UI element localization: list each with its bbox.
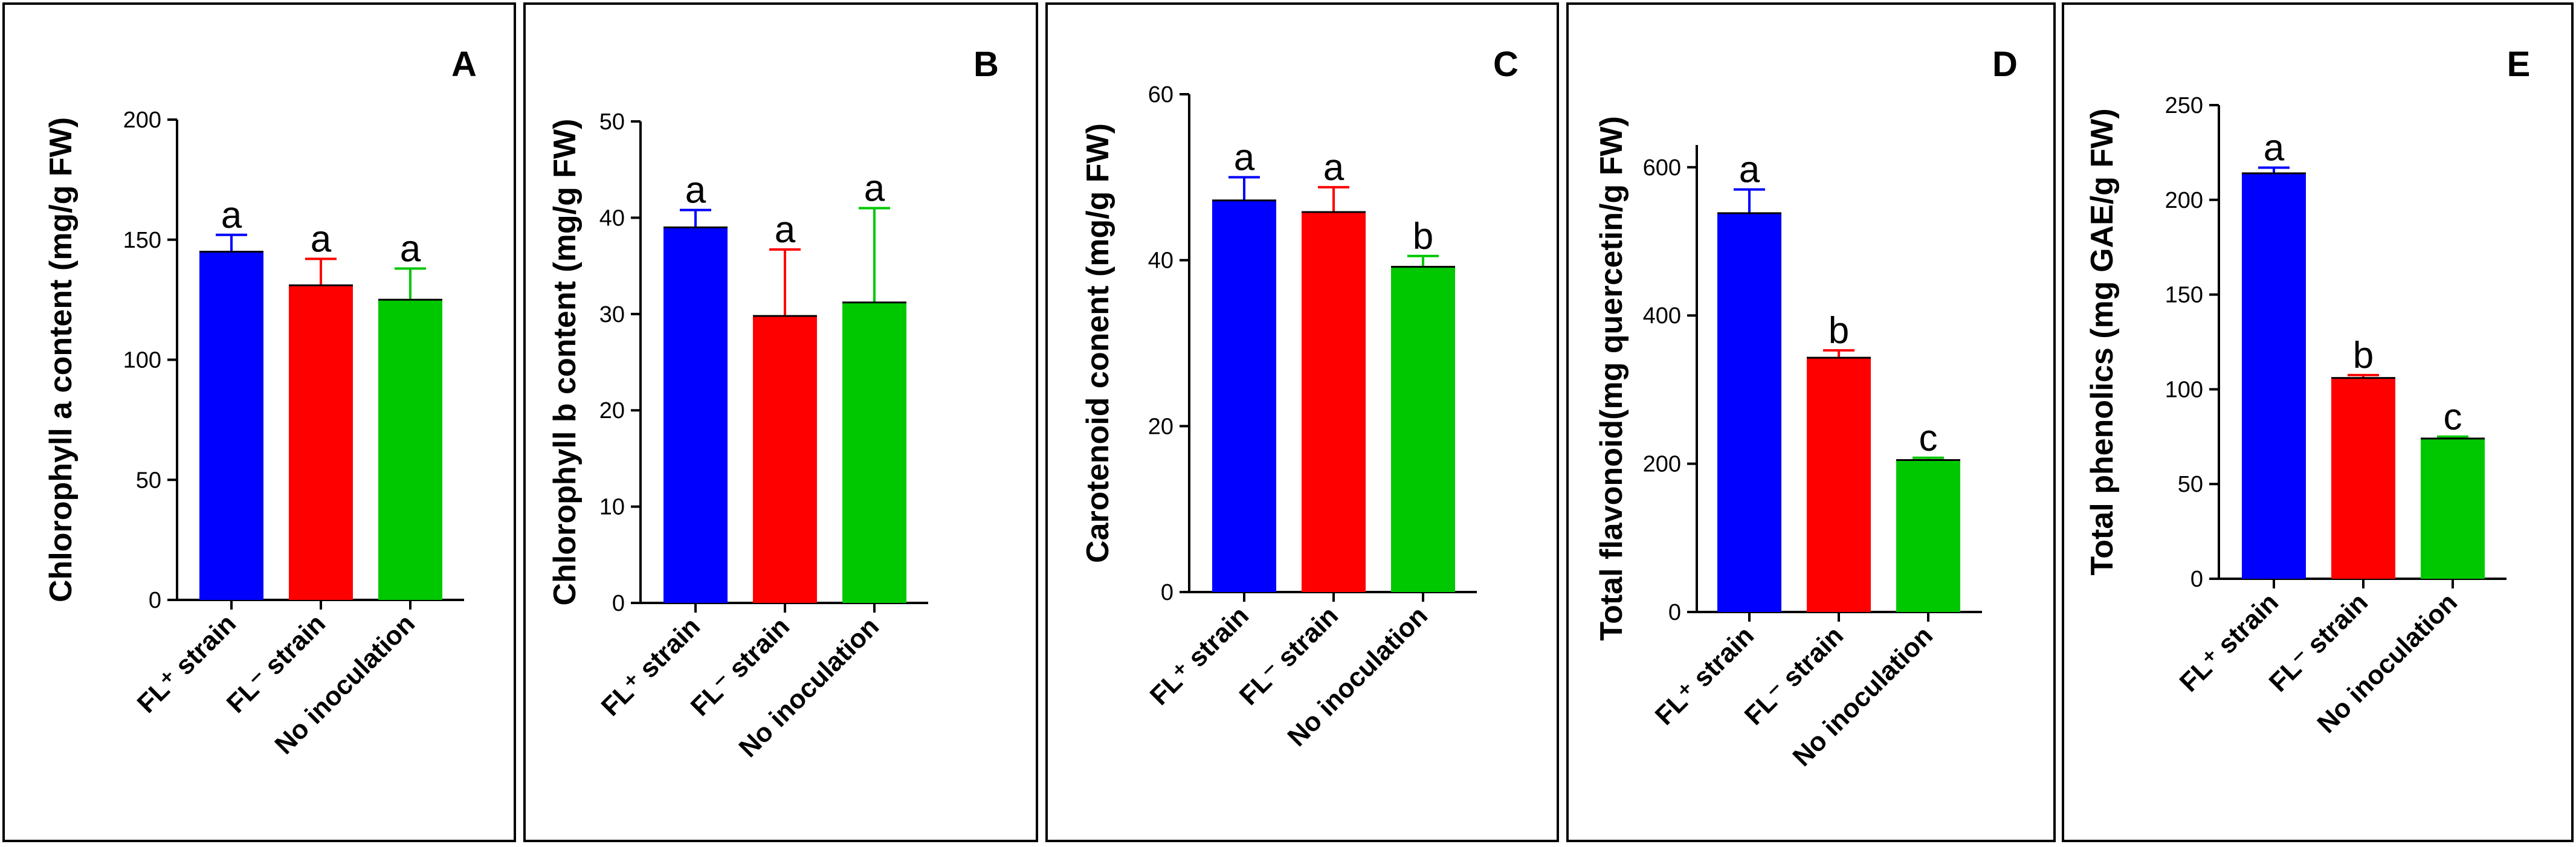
bar: [378, 300, 442, 600]
significance-letter: b: [1829, 310, 1849, 352]
bar: [2331, 378, 2395, 579]
significance-letter: a: [311, 219, 332, 260]
y-tick-label: 40: [1148, 248, 1173, 274]
significance-letter: a: [864, 167, 885, 209]
y-tick-label: 600: [1643, 155, 1681, 181]
panel-letter: B: [973, 45, 999, 84]
y-tick-label: 0: [149, 588, 161, 613]
y-tick-label: 20: [599, 398, 625, 424]
significance-letter: a: [1739, 149, 1760, 191]
y-tick-label: 50: [599, 109, 625, 135]
bar: [2242, 173, 2306, 579]
y-tick-label: 40: [599, 205, 625, 231]
y-tick-label: 150: [2165, 283, 2203, 308]
panel-letter: C: [1493, 45, 1519, 84]
y-tick-label: 50: [136, 468, 161, 493]
significance-letter: a: [1323, 147, 1344, 188]
chart-svg: E 0 50 100 150 200 250 Total phenolics (mg GAE/…: [2085, 45, 2531, 739]
chart-svg: D 0 200 400 600 Total flavonoid(mg quercetin/…: [1594, 45, 2018, 772]
y-tick-label: 200: [123, 108, 161, 133]
y-tick-label: 100: [2165, 377, 2203, 402]
y-tick-label: 150: [123, 228, 161, 253]
y-axis-label: Chlorophyll b content (mg/g FW): [547, 119, 583, 606]
bar: [289, 285, 353, 600]
chart-svg: A 0 50 100 150 200 Chlorophyll a content (mg/g…: [44, 45, 477, 760]
significance-letter: a: [221, 195, 242, 236]
y-tick-label: 30: [599, 302, 625, 327]
bar: [1391, 266, 1455, 592]
y-tick-label: 10: [599, 495, 625, 520]
bar: [1717, 213, 1781, 612]
significance-letter: a: [400, 228, 421, 269]
significance-letter: a: [775, 209, 796, 251]
bar: [1212, 200, 1276, 593]
y-tick-label: 60: [1148, 82, 1173, 108]
y-tick-label: 200: [1643, 452, 1681, 477]
bar: [199, 251, 263, 600]
bar: [663, 227, 728, 604]
bar: [842, 302, 906, 603]
significance-letter: c: [1919, 417, 1938, 459]
y-tick-label: 0: [2190, 567, 2203, 592]
y-tick-label: 0: [612, 591, 625, 616]
bar: [1302, 212, 1366, 593]
chart-svg: B 0 10 20 30 40 50 Chlorophyll b content (mg/g …: [547, 45, 999, 763]
y-axis-label: Total flavonoid(mg quercetin/g FW): [1594, 116, 1629, 641]
bar: [753, 315, 817, 603]
panel-letter: A: [451, 45, 477, 84]
bar: [1896, 460, 1960, 612]
panel-a: A 0 50 100 150 200 Chlorophyll a content (mg/g…: [2, 2, 516, 842]
panel-letter: E: [2507, 45, 2531, 84]
bar: [2421, 438, 2485, 579]
significance-letter: c: [2444, 396, 2462, 438]
significance-letter: a: [1234, 137, 1255, 178]
significance-letter: a: [2264, 127, 2285, 169]
panel-b: B 0 10 20 30 40 50 Chlorophyll b content (mg/g …: [523, 2, 1038, 842]
y-axis-label: Total phenolics (mg GAE/g FW): [2085, 108, 2120, 575]
significance-letter: b: [2353, 335, 2374, 376]
y-tick-label: 0: [1668, 600, 1681, 625]
y-tick-label: 0: [1161, 580, 1173, 605]
significance-letter: b: [1413, 216, 1433, 257]
y-axis-label: Chlorophyll a content (mg/g FW): [44, 117, 79, 602]
y-tick-label: 20: [1148, 414, 1173, 439]
bar: [1807, 358, 1871, 612]
panel-e: E 0 50 100 150 200 250 Total phenolics (mg GAE/…: [2062, 2, 2574, 842]
panel-c: C 0 20 40 60 Carotenoid conent (mg/g FW) a FL⁺ …: [1045, 2, 1559, 842]
y-axis-label: Carotenoid conent (mg/g FW): [1080, 123, 1115, 563]
y-tick-label: 400: [1643, 303, 1681, 329]
panel-d: D 0 200 400 600 Total flavonoid(mg quercetin/…: [1566, 2, 2056, 842]
y-tick-label: 200: [2165, 188, 2203, 213]
y-tick-label: 250: [2165, 93, 2203, 118]
panel-letter: D: [1992, 45, 2018, 84]
y-tick-label: 100: [123, 348, 161, 373]
y-tick-label: 50: [2178, 472, 2203, 497]
significance-letter: a: [685, 170, 706, 211]
